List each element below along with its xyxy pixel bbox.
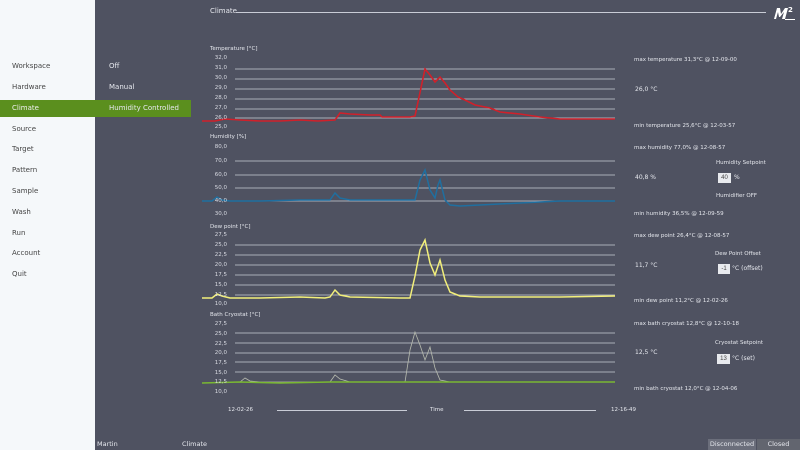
dewpoint-tick: 27,5 [214, 232, 227, 238]
temperature-max-info: max temperature 31,3°C @ 12-09-00 [634, 57, 737, 63]
time-start: 12-02-26 [228, 407, 253, 413]
time-axis-line-right [464, 410, 596, 411]
time-axis-line-left [277, 410, 407, 411]
dewpoint-tick: 25,0 [214, 242, 227, 248]
cryostat-axis-title: Bath Cryostat [°C] [210, 312, 261, 318]
humidifier-status: Humidifier OFF [716, 193, 758, 199]
mode-humidity-controlled[interactable]: Humidity Controlled [95, 100, 191, 117]
sidebar-item-wash[interactable]: Wash [12, 208, 31, 216]
mode-off[interactable]: Off [109, 62, 120, 70]
sidebar-item-climate[interactable]: Climate [0, 100, 95, 117]
dew-point-offset-input[interactable] [718, 264, 730, 274]
dewpoint-tick: 15,0 [214, 282, 227, 288]
humidity-setpoint-unit: % [734, 174, 740, 181]
cryostat-grid [235, 332, 615, 373]
cryostat-tick: 27,5 [214, 321, 227, 327]
header-divider [236, 12, 766, 13]
dewpoint-tick: 10,0 [214, 301, 227, 307]
dewpoint-current: 11,7 °C [635, 262, 658, 269]
status-page: Climate [182, 440, 208, 448]
temperature-tick: 28,0 [214, 95, 227, 101]
humidity-tick: 50,0 [214, 185, 227, 191]
dewpoint-tick: 17,5 [214, 272, 227, 278]
sidebar-item-source[interactable]: Source [12, 125, 37, 133]
cryostat-tick: 25,0 [214, 331, 227, 337]
temperature-tick: 29,0 [214, 85, 227, 91]
temperature-tick: 27,0 [214, 105, 227, 111]
humidity-tick: 30,0 [214, 211, 227, 217]
connection-status-badge: Disconnected [708, 439, 756, 450]
dewpoint-min-info: min dew point 11,2°C @ 12-02-26 [634, 298, 728, 304]
temperature-min-info: min temperature 25,6°C @ 12-03-57 [634, 123, 736, 129]
cryostat-overlay-line [239, 330, 615, 383]
temperature-line [202, 67, 615, 122]
state-status-badge: Closed [757, 439, 800, 450]
humidity-setpoint-input[interactable] [718, 173, 731, 183]
mode-manual[interactable]: Manual [109, 83, 135, 91]
cryostat-tick: 20,0 [214, 350, 227, 356]
climate-charts [201, 67, 616, 384]
sidebar-item-quit[interactable]: Quit [12, 270, 27, 278]
cryostat-setpoint-label: Cryostat Setpoint [715, 340, 764, 346]
temperature-tick: 25,0 [214, 124, 227, 130]
cryostat-tick: 12,5 [214, 379, 227, 385]
dewpoint-max-info: max dew point 26,4°C @ 12-08-57 [634, 233, 730, 239]
status-user: Martin [97, 440, 118, 448]
temperature-grid [235, 68, 615, 119]
cryostat-tick: 22,5 [214, 341, 227, 347]
cryostat-setpoint-input[interactable] [717, 354, 730, 364]
cryostat-min-info: min bath cryostat 12,0°C @ 12-04-06 [634, 386, 738, 392]
humidity-tick: 70,0 [214, 158, 227, 164]
dewpoint-line [202, 237, 616, 299]
sidebar-item-workspace[interactable]: Workspace [12, 62, 51, 70]
sidebar-item-account[interactable]: Account [12, 249, 41, 257]
cryostat-setpoint-unit: °C (set) [732, 355, 755, 362]
dewpoint-axis-title: Dew point [°C] [210, 224, 251, 230]
temperature-tick: 26,0 [214, 115, 227, 121]
humidity-min-info: min humidity 36,5% @ 12-09-59 [634, 211, 724, 217]
svg-text:2: 2 [788, 6, 793, 14]
dewpoint-tick: 12,5 [214, 292, 227, 298]
temperature-current: 26,0 °C [635, 86, 658, 93]
sidebar-item-pattern[interactable]: Pattern [12, 166, 38, 174]
temperature-axis-title: Temperature [°C] [210, 46, 258, 52]
time-axis-label: Time [430, 407, 444, 413]
temperature-tick: 31,0 [214, 65, 227, 71]
cryostat-current: 12,5 °C [635, 349, 658, 356]
humidity-tick: 60,0 [214, 172, 227, 178]
page-title: Climate [210, 7, 237, 15]
dew-point-offset-label: Dew Point Offset [715, 251, 761, 257]
cryostat-max-info: max bath cryostat 12,8°C @ 12-10-18 [634, 321, 739, 327]
sidebar: Workspace Hardware Climate Source Target… [0, 0, 95, 450]
sidebar-item-hardware[interactable]: Hardware [12, 83, 46, 91]
humidity-setpoint-label: Humidity Setpoint [716, 160, 766, 166]
cryostat-tick: 15,0 [214, 370, 227, 376]
humidity-max-info: max humidity 77,0% @ 12-08-57 [634, 145, 726, 151]
dewpoint-tick: 20,0 [214, 262, 227, 268]
dewpoint-tick: 22,5 [214, 252, 227, 258]
humidity-grid [235, 160, 615, 202]
sidebar-item-run[interactable]: Run [12, 229, 26, 237]
humidity-tick: 80,0 [214, 144, 227, 150]
cryostat-tick: 10,0 [214, 389, 227, 395]
cryostat-line [201, 381, 615, 384]
climate-mode-menu: Off Manual Humidity Controlled [95, 0, 191, 450]
sidebar-item-target[interactable]: Target [12, 145, 34, 153]
humidity-line [202, 167, 615, 207]
sidebar-item-sample[interactable]: Sample [12, 187, 39, 195]
temperature-tick: 30,0 [214, 75, 227, 81]
m2-logo-icon: 2 [772, 4, 796, 22]
temperature-tick: 32,0 [214, 55, 227, 61]
humidity-current: 40,8 % [635, 174, 656, 181]
dew-point-offset-unit: °C (offset) [732, 265, 763, 272]
cryostat-tick: 17,5 [214, 360, 227, 366]
time-end: 12-16-49 [611, 407, 636, 413]
humidity-tick: 40,0 [214, 198, 227, 204]
humidity-axis-title: Humidity [%] [210, 134, 247, 140]
dewpoint-grid [235, 244, 615, 296]
